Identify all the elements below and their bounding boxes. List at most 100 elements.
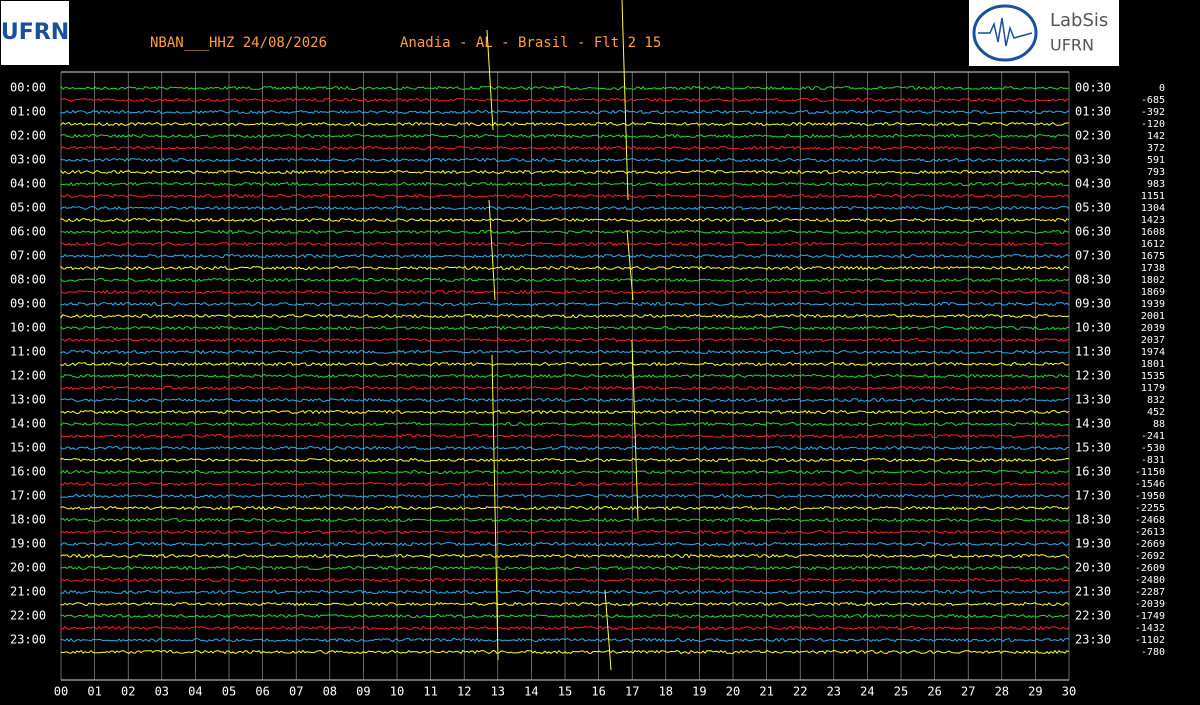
trace <box>60 493 1070 499</box>
offset-label: -2613 <box>1135 527 1165 538</box>
trace <box>60 205 1070 211</box>
offset-label: 1801 <box>1141 359 1165 370</box>
hour-label-left: 20:00 <box>10 561 46 575</box>
hour-label-right: 14:30 <box>1075 417 1111 431</box>
offset-label: -120 <box>1141 119 1165 130</box>
hour-label-right: 22:30 <box>1075 609 1111 623</box>
hour-label-left: 21:00 <box>10 585 46 599</box>
minute-label: 20 <box>726 685 740 699</box>
offset-label: 88 <box>1153 419 1165 430</box>
trace <box>60 373 1070 379</box>
minute-label: 16 <box>591 685 605 699</box>
offset-label: -2468 <box>1135 515 1165 526</box>
trace <box>60 469 1070 475</box>
hour-label-right: 19:30 <box>1075 537 1111 551</box>
minute-label: 08 <box>323 685 337 699</box>
hour-label-left: 01:00 <box>10 105 46 119</box>
minute-label: 03 <box>155 685 169 699</box>
trace <box>60 289 1070 295</box>
hour-label-left: 08:00 <box>10 273 46 287</box>
hour-label-right: 20:30 <box>1075 561 1111 575</box>
trace <box>60 577 1070 583</box>
minute-label: 05 <box>222 685 236 699</box>
offset-label: -1950 <box>1135 491 1165 502</box>
offset-label: -1432 <box>1135 623 1165 634</box>
offset-label: 2039 <box>1141 323 1165 334</box>
hour-label-left: 09:00 <box>10 297 46 311</box>
trace <box>60 517 1070 523</box>
hour-label-right: 05:30 <box>1075 201 1111 215</box>
trace <box>60 241 1070 247</box>
trace <box>60 445 1069 451</box>
offset-label: -1102 <box>1135 635 1165 646</box>
hour-label-left: 02:00 <box>10 129 46 143</box>
trace <box>60 277 1070 283</box>
trace <box>60 121 1070 127</box>
minute-label: 15 <box>558 685 572 699</box>
minute-label: 25 <box>894 685 908 699</box>
offset-label: 1423 <box>1141 215 1165 226</box>
hour-label-left: 00:00 <box>10 81 46 95</box>
location-title: Anadia - AL - Brasil - Flt 2 15 <box>400 35 661 51</box>
offset-label: 2001 <box>1141 311 1165 322</box>
labsis-text: LabSis <box>1050 10 1108 31</box>
hour-label-right: 09:30 <box>1075 297 1111 311</box>
trace <box>60 349 1070 355</box>
hour-label-right: 11:30 <box>1075 345 1111 359</box>
hour-label-left: 11:00 <box>10 345 46 359</box>
trace <box>60 421 1070 427</box>
trace <box>60 481 1070 487</box>
offset-label: 2037 <box>1141 335 1165 346</box>
trace <box>60 301 1070 307</box>
event-spike <box>486 29 494 131</box>
offset-label: -2669 <box>1135 539 1165 550</box>
offset-label: -2609 <box>1135 563 1165 574</box>
trace <box>60 649 1070 655</box>
event-spike <box>491 354 499 661</box>
trace <box>60 97 1070 103</box>
hour-label-right: 23:30 <box>1075 633 1111 647</box>
event-spike <box>631 339 639 521</box>
offset-label: -530 <box>1141 443 1165 454</box>
labsis-wave <box>978 17 1033 47</box>
hour-label-right: 13:30 <box>1075 393 1111 407</box>
trace <box>60 433 1070 439</box>
offset-label: -831 <box>1141 455 1165 466</box>
minute-label: 23 <box>827 685 841 699</box>
trace <box>60 109 1070 115</box>
minute-label: 04 <box>188 685 202 699</box>
offset-label: 142 <box>1147 131 1165 142</box>
trace <box>60 325 1070 331</box>
hour-label-left: 15:00 <box>10 441 46 455</box>
hour-label-right: 18:30 <box>1075 513 1111 527</box>
offset-label: -2692 <box>1135 551 1165 562</box>
hour-label-right: 04:30 <box>1075 177 1111 191</box>
offset-label: 0 <box>1159 83 1165 94</box>
minute-label: 14 <box>524 685 538 699</box>
trace <box>60 505 1070 511</box>
offset-label: -1546 <box>1135 479 1165 490</box>
offset-label: 1304 <box>1141 203 1165 214</box>
trace <box>60 181 1070 187</box>
trace <box>60 529 1070 535</box>
trace <box>60 397 1069 403</box>
offset-label: 983 <box>1147 179 1165 190</box>
trace <box>60 589 1070 595</box>
trace <box>60 217 1070 223</box>
offset-label: 1612 <box>1141 239 1165 250</box>
offset-label: 1608 <box>1141 227 1165 238</box>
hour-label-right: 10:30 <box>1075 321 1111 335</box>
offset-label: 1179 <box>1141 383 1165 394</box>
minute-label: 09 <box>356 685 370 699</box>
event-spike <box>621 0 629 201</box>
offset-label: -2480 <box>1135 575 1165 586</box>
trace <box>60 337 1070 343</box>
trace <box>60 313 1070 320</box>
trace <box>60 157 1070 163</box>
trace <box>60 457 1070 463</box>
trace <box>60 625 1070 631</box>
hour-label-left: 14:00 <box>10 417 46 431</box>
hour-label-right: 02:30 <box>1075 129 1111 143</box>
